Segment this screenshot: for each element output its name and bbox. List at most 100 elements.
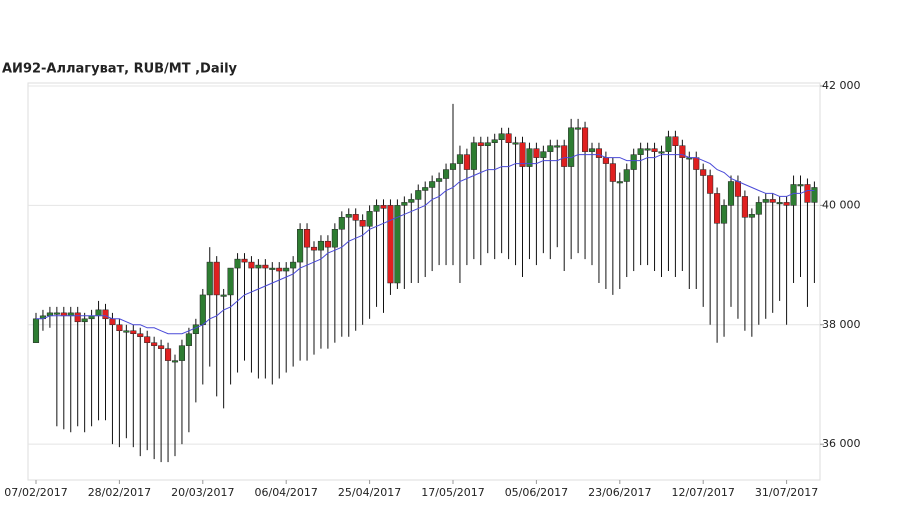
candle-body xyxy=(568,127,575,167)
candle-body xyxy=(526,148,533,167)
candle-body xyxy=(609,163,616,182)
candle-body xyxy=(165,348,172,361)
candle-body xyxy=(255,264,262,269)
candle-body xyxy=(630,154,637,170)
candle-body xyxy=(116,324,123,332)
candle-body xyxy=(748,214,755,218)
candle-body xyxy=(262,264,269,269)
moving-average xyxy=(36,154,815,335)
candle-body xyxy=(498,133,505,140)
candle-body xyxy=(290,261,297,269)
plot-frame xyxy=(27,82,821,481)
x-tick-label: 06/04/2017 xyxy=(254,486,317,499)
candle-body xyxy=(331,229,338,248)
candle-body xyxy=(192,324,199,334)
candle-body xyxy=(185,333,192,346)
candle-body xyxy=(797,184,804,187)
candle-body xyxy=(484,142,491,146)
y-tick-label: 42 000 xyxy=(822,79,861,92)
candle-body xyxy=(32,318,40,343)
candle-body xyxy=(297,229,304,263)
candle-body xyxy=(679,145,686,158)
candle-body xyxy=(310,246,318,251)
candle-body xyxy=(422,187,429,191)
candle-body xyxy=(721,205,728,224)
candle-body xyxy=(408,199,415,203)
x-tick-label: 23/06/2017 xyxy=(588,486,651,499)
candle-body xyxy=(304,229,311,248)
candle-body xyxy=(512,142,519,145)
candle-body xyxy=(575,127,582,130)
candle-body xyxy=(533,148,540,158)
candle-body xyxy=(95,309,102,317)
candle-body xyxy=(443,169,450,179)
x-tick-label: 17/05/2017 xyxy=(421,486,484,499)
candle-body xyxy=(449,163,457,170)
candle-body xyxy=(394,205,401,284)
candle-body xyxy=(665,136,672,152)
x-tick-label: 25/04/2017 xyxy=(338,486,401,499)
candle-body xyxy=(811,187,818,203)
candle-body xyxy=(588,148,596,152)
candle-body xyxy=(463,154,470,170)
candle-body xyxy=(345,214,352,218)
candle-body xyxy=(616,181,623,184)
candle-body xyxy=(213,261,220,296)
candle-body xyxy=(623,169,630,182)
x-tick-label: 31/07/2017 xyxy=(755,486,818,499)
candle-body xyxy=(137,333,144,337)
candle-body xyxy=(477,142,484,146)
y-tick-label: 36 000 xyxy=(822,437,861,450)
candle-body xyxy=(637,148,644,155)
candle-body xyxy=(491,139,498,143)
candle-body xyxy=(324,240,331,248)
candle-body xyxy=(651,148,658,152)
candle-body xyxy=(276,267,283,272)
x-tick-label: 12/07/2017 xyxy=(671,486,734,499)
candle-body xyxy=(241,258,248,263)
candle-body xyxy=(366,211,373,227)
candle-body xyxy=(644,148,651,151)
candle-body xyxy=(755,202,762,215)
x-tick-label: 20/03/2017 xyxy=(171,486,234,499)
candle-body xyxy=(714,193,721,224)
candle-body xyxy=(769,199,776,203)
candle-body xyxy=(727,181,735,206)
candle-body xyxy=(741,196,748,218)
candle-body xyxy=(206,261,213,296)
candle-body xyxy=(53,312,60,315)
x-tick-label: 07/02/2017 xyxy=(4,486,67,499)
candle-body xyxy=(158,345,165,349)
x-tick-label: 05/06/2017 xyxy=(505,486,568,499)
candle-body xyxy=(283,267,290,272)
candle-body xyxy=(561,145,568,167)
candle-body xyxy=(234,258,241,269)
candle-body xyxy=(505,133,512,143)
candle-body xyxy=(547,145,554,152)
candle-body xyxy=(470,142,477,170)
candle-body xyxy=(380,205,387,209)
candle-body xyxy=(582,127,589,152)
x-tick-label: 28/02/2017 xyxy=(88,486,151,499)
candle-body xyxy=(693,157,700,170)
candle-body xyxy=(540,151,547,158)
candle-body xyxy=(783,202,790,206)
candle-body xyxy=(436,178,443,182)
candle-body xyxy=(776,202,783,205)
candle-body xyxy=(658,151,665,154)
candle-body xyxy=(790,184,797,206)
candle-body xyxy=(415,190,422,200)
candle-body xyxy=(401,202,408,206)
candle-body xyxy=(700,169,707,176)
candle-body xyxy=(595,148,603,158)
y-tick-label: 38 000 xyxy=(822,318,861,331)
candle-body xyxy=(359,220,366,227)
candle-body xyxy=(109,318,116,326)
candle-body xyxy=(554,145,561,148)
y-tick-label: 40 000 xyxy=(822,198,861,211)
candle-body xyxy=(144,336,151,343)
candle-body xyxy=(123,330,130,333)
candle-body xyxy=(171,360,179,363)
candle-body xyxy=(178,345,185,361)
